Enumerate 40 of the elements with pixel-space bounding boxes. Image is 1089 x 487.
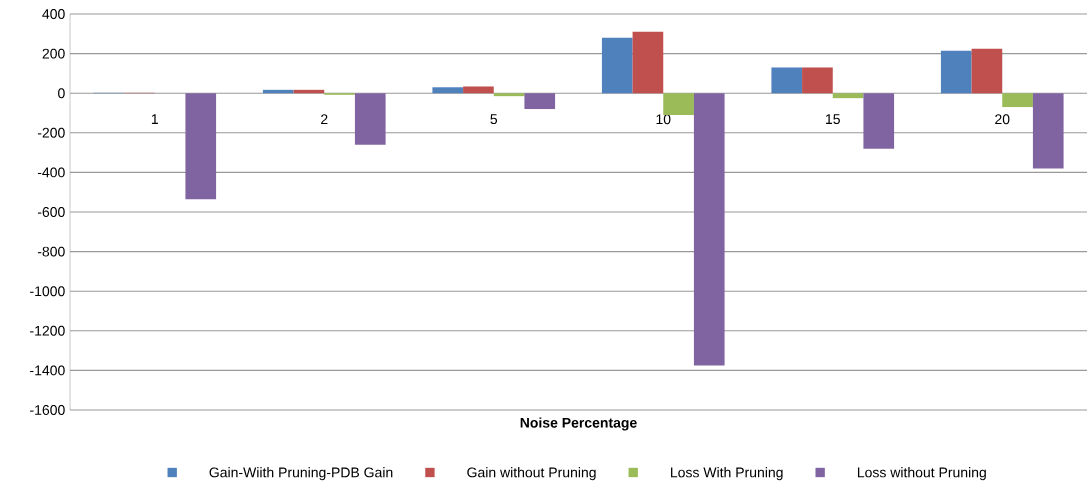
x-tick-label: 15 [826, 114, 840, 125]
bar [1002, 93, 1033, 108]
x-tick-label: 5 [490, 114, 498, 125]
bar [493, 93, 525, 97]
x-tick-label: 20 [995, 114, 1010, 125]
y-tick-label: -400 [37, 167, 65, 178]
bar [1032, 93, 1064, 169]
bar [262, 89, 294, 94]
y-tick-label: -800 [37, 246, 65, 257]
y-tick-label: -1600 [30, 405, 65, 415]
bar [771, 67, 803, 94]
y-tick-label: -1000 [30, 286, 65, 297]
bar [185, 93, 217, 200]
bar [940, 50, 972, 94]
bar [832, 93, 864, 99]
y-tick-label: -1200 [30, 325, 65, 336]
y-tick-label: -1400 [30, 365, 65, 376]
x-tick-label: 2 [321, 114, 328, 125]
legend-label: Gain without Pruning [467, 467, 596, 481]
y-tick-label: 0 [58, 88, 65, 99]
x-tick-label: 1 [151, 114, 158, 124]
bar [663, 93, 694, 115]
bar [463, 86, 494, 94]
bar [971, 48, 1003, 94]
y-tick-label: 400 [42, 9, 65, 19]
bar [632, 31, 664, 94]
x-axis-title: Noise Percentage [520, 417, 637, 431]
bar [601, 37, 633, 94]
bar [693, 93, 725, 366]
bar [432, 87, 464, 94]
bar [354, 93, 386, 145]
legend-label: Loss With Pruning [671, 467, 783, 481]
bar [863, 93, 895, 149]
y-tick-label: 200 [42, 48, 65, 59]
legend-label: Gain-Wiith Pruning-PDB Gain [209, 467, 393, 481]
bar [524, 93, 556, 110]
y-tick-label: -600 [37, 207, 65, 217]
legend-label: Loss without Pruning [857, 467, 986, 481]
y-tick-label: -200 [37, 127, 65, 138]
bar [802, 67, 833, 94]
